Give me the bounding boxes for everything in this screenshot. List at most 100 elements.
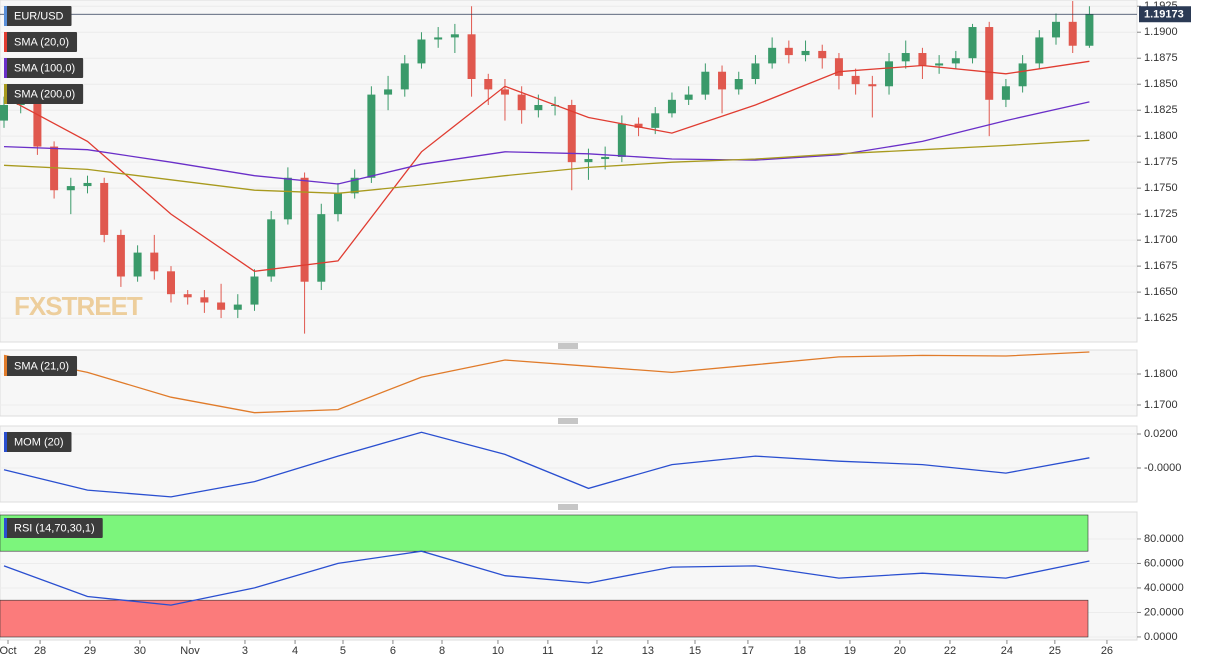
candle-body xyxy=(200,297,209,303)
candle-body xyxy=(651,113,660,128)
y-tick-label: 1.1800 xyxy=(1144,368,1178,380)
x-tick-label: 19 xyxy=(844,645,856,657)
indicator-line xyxy=(3,431,1090,498)
indicator-line xyxy=(3,139,1090,194)
y-tick-label: 1.1625 xyxy=(1144,312,1178,324)
candle-body xyxy=(968,27,977,59)
y-tick-label: 1.1875 xyxy=(1144,52,1178,64)
y-tick-label: 1.1750 xyxy=(1144,182,1178,194)
legend-entry: SMA (200,0) xyxy=(4,84,84,104)
overbought-zone xyxy=(0,514,1089,552)
legend-label: RSI (14,70,30,1) xyxy=(14,522,95,534)
candle-body xyxy=(684,94,693,100)
legend-swatch xyxy=(4,356,7,376)
y-tick-label: 40.0000 xyxy=(1144,582,1184,594)
x-tick-label: 11 xyxy=(542,645,553,657)
legend-box xyxy=(4,84,84,104)
candle-body xyxy=(801,50,810,56)
candle-body xyxy=(701,71,710,95)
candle-body xyxy=(901,53,910,62)
candle-body xyxy=(417,39,426,64)
candle-body xyxy=(1085,14,1094,46)
candle-body xyxy=(300,177,309,282)
candle-body xyxy=(467,34,476,80)
candle-body xyxy=(83,182,92,187)
candle-body xyxy=(885,61,894,87)
x-tick-label: 6 xyxy=(390,645,396,657)
plot-area xyxy=(0,349,1138,417)
candle-body xyxy=(584,159,593,163)
x-tick-label: 28 xyxy=(34,645,46,657)
y-tick-label: 1.1850 xyxy=(1144,78,1178,90)
y-tick-label: 0.0200 xyxy=(1144,428,1178,440)
legend-label: EUR/USD xyxy=(14,10,64,22)
candle-body xyxy=(250,276,259,305)
y-tick-label: 1.1825 xyxy=(1144,104,1178,116)
candle-body xyxy=(166,271,175,295)
x-tick-label: 18 xyxy=(794,645,806,657)
watermark: FXSTREET xyxy=(14,291,143,321)
x-tick-label: Nov xyxy=(180,645,200,657)
candle-body xyxy=(918,53,927,66)
candle-body xyxy=(233,304,242,310)
x-tick-label: 8 xyxy=(439,645,445,657)
candle-body xyxy=(567,104,576,163)
candle-body xyxy=(834,58,843,76)
x-tick-label: 13 xyxy=(642,645,654,657)
legend-entry: EUR/USD xyxy=(4,6,72,26)
x-tick-label: 3 xyxy=(242,645,248,657)
last-price-box xyxy=(1139,6,1191,23)
legend-label: SMA (100,0) xyxy=(14,62,75,74)
legend-box xyxy=(4,356,78,376)
y-tick-label: 1.1775 xyxy=(1144,156,1178,168)
y-tick-label: 1.1800 xyxy=(1144,130,1178,142)
x-tick-label: 4 xyxy=(292,645,298,657)
legend-entry: RSI (14,70,30,1) xyxy=(4,518,103,538)
legend-box xyxy=(4,32,78,52)
legend-swatch xyxy=(4,58,7,78)
legend-box xyxy=(4,6,72,26)
candle-body xyxy=(400,63,409,90)
legend-box xyxy=(4,58,84,78)
x-tick-label: 5 xyxy=(340,645,346,657)
candle-body xyxy=(0,104,9,121)
candle-body xyxy=(333,193,342,215)
candle-body xyxy=(951,58,960,64)
legend-box xyxy=(4,432,72,452)
candle-body xyxy=(116,234,125,277)
candle-body xyxy=(66,186,75,191)
legend-entry: SMA (100,0) xyxy=(4,58,84,78)
y-tick-label: 1.1675 xyxy=(1144,260,1178,272)
candle-body xyxy=(851,75,860,85)
candle-body xyxy=(617,123,626,157)
candle-body xyxy=(183,294,192,298)
candle-body xyxy=(634,123,643,128)
plot-area xyxy=(0,425,1138,503)
candle-body xyxy=(1018,63,1027,87)
legend-swatch xyxy=(4,32,7,52)
x-tick-label: 22 xyxy=(944,645,956,657)
candle-body xyxy=(1052,21,1061,38)
candle-body xyxy=(601,156,610,160)
candle-body xyxy=(350,177,359,194)
x-tick-label: 15 xyxy=(689,645,701,657)
candle-body xyxy=(718,71,727,90)
candle-body xyxy=(751,63,760,80)
candle-body xyxy=(784,47,793,56)
candle-body xyxy=(667,99,676,114)
y-tick-label: 80.0000 xyxy=(1144,533,1184,545)
candle-body xyxy=(267,219,276,277)
candle-body xyxy=(935,63,944,66)
indicator-line xyxy=(3,101,1090,185)
y-tick-label: 1.1700 xyxy=(1144,234,1178,246)
candle-body xyxy=(734,79,743,90)
indicator-line xyxy=(3,60,1090,272)
y-tick-label: 1.1650 xyxy=(1144,286,1178,298)
candle-body xyxy=(150,252,159,272)
legend-entry: MOM (20) xyxy=(4,432,72,452)
candle-body xyxy=(384,89,393,95)
plot-area xyxy=(0,0,1138,343)
legend-box xyxy=(4,518,103,538)
